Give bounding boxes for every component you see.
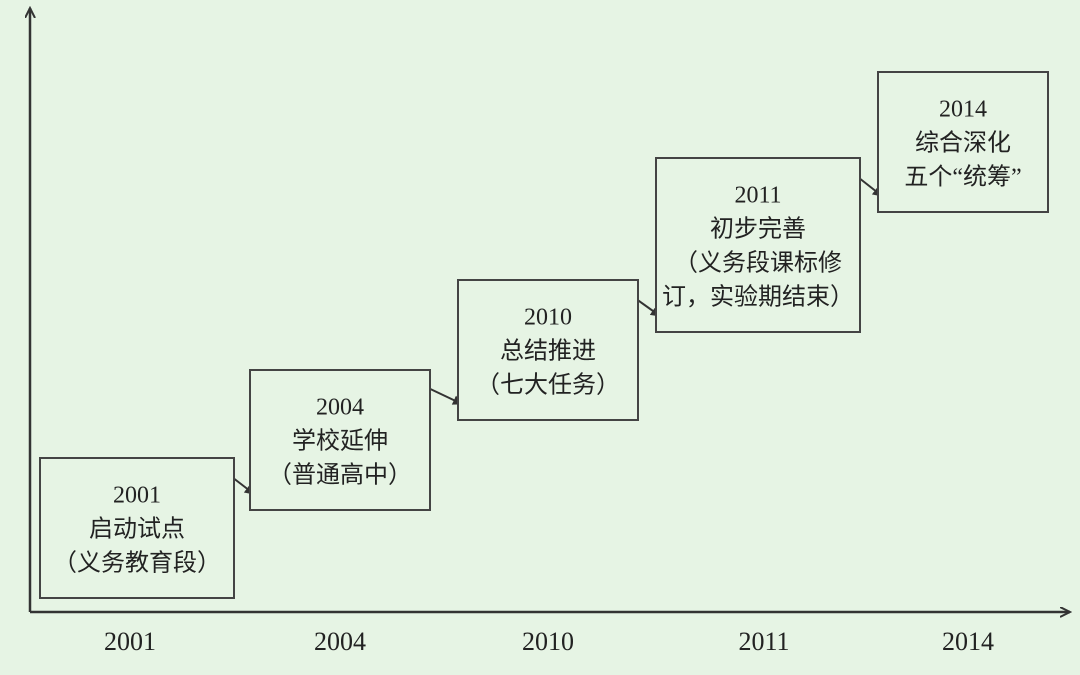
node-year: 2001 — [113, 483, 161, 509]
timeline-node-n2011: 2011 初步完善 （义务段课标修订，实验期结束） — [656, 158, 860, 332]
timeline-diagram: 2001 启动试点 （义务教育段） 2001 2004 学校延伸 （普通高中） 2004 201… — [0, 0, 1080, 675]
node-year: 2004 — [316, 395, 364, 421]
timeline-node-n2001: 2001 启动试点 （义务教育段） — [40, 458, 234, 598]
node-desc-line: （义务段课标修 — [674, 250, 842, 277]
node-desc-line: 学校延伸 — [292, 428, 388, 455]
x-tick-label: 2011 — [738, 627, 789, 656]
node-year: 2011 — [734, 183, 781, 209]
x-tick-label: 2010 — [522, 627, 574, 656]
timeline-node-n2014: 2014 综合深化五个“统筹” — [878, 72, 1048, 212]
node-desc-line: 综合深化 — [915, 130, 1011, 157]
node-desc-line: 订，实验期结束） — [662, 284, 854, 311]
node-desc-line: 初步完善 — [710, 216, 806, 243]
timeline-node-n2004: 2004 学校延伸 （普通高中） — [250, 370, 430, 510]
x-tick-label: 2014 — [942, 627, 994, 656]
node-desc-line: 总结推进 — [500, 338, 596, 365]
timeline-node-n2010: 2010 总结推进 （七大任务） — [458, 280, 638, 420]
node-desc-line: （七大任务） — [476, 372, 620, 399]
node-year: 2010 — [524, 305, 572, 331]
node-year: 2014 — [939, 97, 987, 123]
node-desc-line: （义务教育段） — [53, 550, 221, 577]
x-tick-label: 2004 — [314, 627, 366, 656]
node-desc-line: 五个“统筹” — [904, 164, 1021, 191]
node-desc-line: （普通高中） — [268, 462, 412, 489]
x-tick-label: 2001 — [104, 627, 156, 656]
node-desc-line: 启动试点 — [89, 516, 185, 543]
